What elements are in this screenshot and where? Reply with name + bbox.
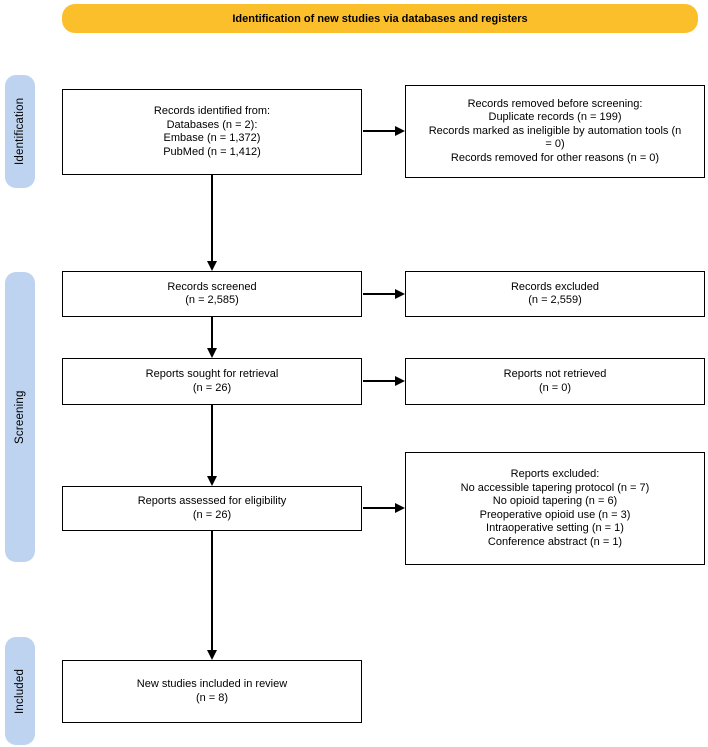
box-line: (n = 8): [195, 691, 229, 704]
box-line: (n = 26): [192, 508, 232, 521]
arrow-identified-to-screened-shaft: [211, 175, 213, 262]
banner-databases-registers: Identification of new studies via databa…: [62, 4, 698, 33]
box-line: Records marked as ineligible by automati…: [428, 124, 682, 151]
box-records-removed-before-screening: Records removed before screening: Duplic…: [405, 85, 705, 178]
arrow-identified-to-removed-shaft: [363, 130, 396, 132]
box-line: (n = 2,559): [528, 294, 582, 306]
stage-label-included: Included: [5, 637, 35, 745]
box-line: Databases (n = 2):: [166, 118, 258, 131]
stage-label-text: Included: [14, 668, 26, 714]
stage-label-text: Identification: [14, 97, 26, 166]
box-line: (n = 0): [538, 381, 572, 394]
arrow-screened-to-excluded-shaft: [363, 293, 396, 295]
box-line: Intraoperative setting (n = 1): [486, 522, 624, 534]
box-records-excluded: Records excluded (n = 2,559): [405, 271, 705, 317]
box-line: Reports not retrieved: [503, 368, 607, 380]
arrow-identified-to-screened-head: [206, 261, 217, 271]
stage-label-identification: Identification: [5, 75, 35, 188]
box-records-identified: Records identified from: Databases (n = …: [62, 89, 362, 175]
box-reports-not-retrieved: Reports not retrieved (n = 0): [405, 358, 705, 405]
arrow-sought-to-notretrieved-shaft: [363, 380, 396, 382]
box-line: Conference abstract (n = 1): [487, 535, 623, 548]
arrow-assessed-to-repexcluded-shaft: [363, 507, 396, 509]
box-line: Records identified from:: [153, 105, 271, 117]
arrow-screened-to-sought-head: [206, 348, 217, 358]
box-line: Records screened: [167, 280, 257, 293]
box-line: Duplicate records (n = 199): [488, 111, 622, 124]
arrow-assessed-to-included-head: [206, 650, 217, 660]
box-line: No accessible tapering protocol (n = 7): [460, 481, 650, 494]
box-line: New studies included in review: [136, 678, 288, 690]
box-line: Records removed before screening:: [467, 97, 643, 110]
box-reports-sought: Reports sought for retrieval (n = 26): [62, 358, 362, 405]
box-line: (n = 2,585): [185, 294, 239, 306]
box-line: Embase (n = 1,372): [163, 132, 261, 144]
arrow-assessed-to-repexcluded-head: [395, 502, 405, 513]
box-line: Records removed for other reasons (n = 0…: [450, 151, 660, 164]
arrow-sought-to-assessed-head: [206, 476, 217, 486]
box-line: Records excluded: [510, 280, 600, 293]
box-records-screened: Records screened (n = 2,585): [62, 271, 362, 317]
box-reports-assessed: Reports assessed for eligibility (n = 26…: [62, 486, 362, 531]
box-line: PubMed (n = 1,412): [163, 145, 261, 158]
arrow-sought-to-assessed-shaft: [211, 405, 213, 477]
box-line: Reports excluded:: [510, 468, 600, 480]
box-new-studies-included: New studies included in review (n = 8): [62, 660, 362, 723]
arrow-screened-to-excluded-head: [395, 288, 405, 299]
arrow-identified-to-removed-head: [395, 125, 405, 136]
arrow-screened-to-sought-shaft: [211, 317, 213, 349]
box-line: Preoperative opioid use (n = 3): [479, 508, 631, 521]
box-line: No opioid tapering (n = 6): [492, 495, 618, 507]
arrow-assessed-to-included-shaft: [211, 531, 213, 651]
box-line: (n = 26): [192, 381, 232, 394]
stage-label-screening: Screening: [5, 272, 35, 562]
box-reports-excluded: Reports excluded: No accessible tapering…: [405, 452, 705, 565]
stage-label-text: Screening: [14, 390, 26, 444]
box-line: Reports sought for retrieval: [145, 368, 279, 380]
box-line: Reports assessed for eligibility: [137, 495, 287, 507]
banner-title: Identification of new studies via databa…: [232, 12, 528, 25]
arrow-sought-to-notretrieved-head: [395, 375, 405, 386]
